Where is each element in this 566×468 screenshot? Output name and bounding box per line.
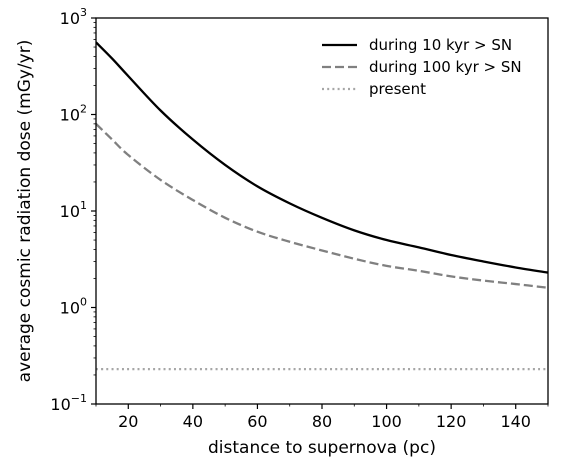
y-tick-label: 103 <box>60 6 87 28</box>
x-tick-label: 60 <box>247 412 267 431</box>
legend-item: during 100 kyr > SN <box>322 58 522 76</box>
x-tick-label: 120 <box>436 412 467 431</box>
legend-item: present <box>322 80 426 98</box>
y-tick-label: 101 <box>60 199 87 221</box>
legend: during 10 kyr > SN during 100 kyr > SN pre… <box>322 36 522 98</box>
x-tick-label: 40 <box>183 412 203 431</box>
x-tick-label: 140 <box>500 412 531 431</box>
x-axis-label: distance to supernova (pc) <box>208 438 436 458</box>
legend-label: during 10 kyr > SN <box>369 36 512 54</box>
legend-label: present <box>369 80 426 98</box>
y-axis-label: average cosmic radiation dose (mGy/yr) <box>15 40 35 383</box>
y-tick-label: 102 <box>60 103 87 125</box>
plot-lines <box>96 41 548 371</box>
legend-label: during 100 kyr > SN <box>369 58 522 76</box>
series-line-2 <box>96 123 548 289</box>
y-axis-ticks: 10−1 100 101 102 103 <box>50 6 96 414</box>
x-axis-ticks: 20 40 60 80 100 120 140 <box>95 404 549 431</box>
series-line-1 <box>96 41 548 274</box>
x-tick-label: 80 <box>312 412 332 431</box>
y-tick-label: 100 <box>60 296 87 318</box>
x-tick-label: 20 <box>118 412 138 431</box>
legend-item: during 10 kyr > SN <box>322 36 512 54</box>
x-tick-label: 100 <box>371 412 402 431</box>
y-tick-label: 10−1 <box>50 392 87 414</box>
